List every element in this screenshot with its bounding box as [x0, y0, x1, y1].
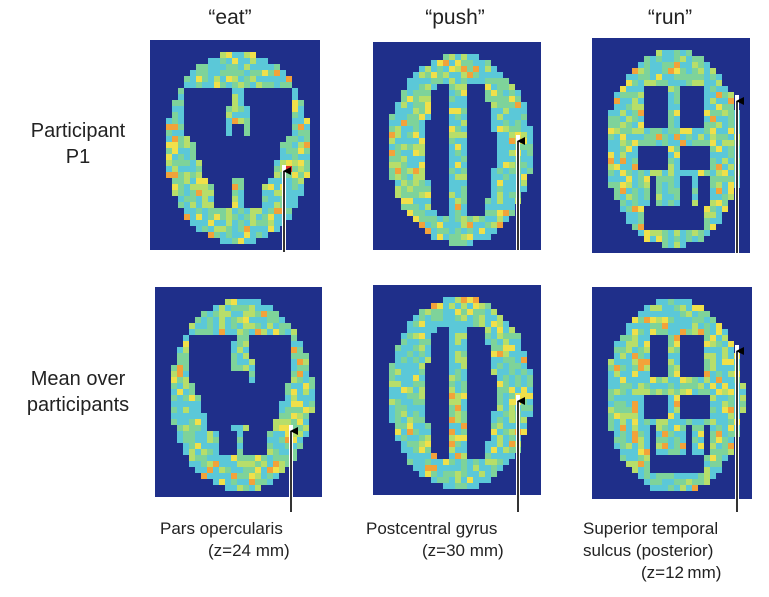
- row-label-participant-line1: Participant: [30, 120, 126, 142]
- brain-slice-eat-participant: [150, 40, 320, 250]
- caption-postcentral-gyrus-line2: (z=30 mm): [422, 541, 504, 560]
- brain-slice-run-mean: [592, 287, 752, 499]
- brain-slice-image: [171, 299, 315, 491]
- column-header-eat: “eat”: [208, 6, 252, 29]
- row-label-participant-line2: P1: [65, 146, 91, 168]
- brain-slice-push-participant: [373, 42, 541, 250]
- caption-superior-temporal-sulcus: Superior temporal sulcus (posterior) (z=…: [583, 518, 721, 584]
- brain-slice-push-mean: [373, 285, 541, 495]
- brain-slice-eat-mean: [155, 287, 322, 497]
- caption-postcentral-gyrus-line1: Postcentral gyrus: [366, 519, 498, 538]
- caption-superior-temporal-sulcus-line3: (z=12 mm): [641, 563, 722, 582]
- caption-pars-opercularis-line2: (z=24 mm): [208, 541, 290, 560]
- caption-superior-temporal-sulcus-line2: sulcus (posterior): [583, 541, 714, 560]
- brain-slice-image: [389, 54, 533, 246]
- caption-superior-temporal-sulcus-line1: Superior temporal: [583, 519, 719, 538]
- brain-slice-run-participant: [592, 38, 750, 253]
- row-label-mean: Mean over participants: [8, 366, 148, 418]
- column-header-run: “run”: [647, 6, 693, 29]
- row-label-mean-line2: participants: [26, 394, 130, 416]
- caption-pars-opercularis-line1: Pars opercularis: [160, 519, 283, 538]
- brain-slice-image: [166, 52, 310, 244]
- caption-postcentral-gyrus: Postcentral gyrus (z=30 mm): [366, 518, 504, 562]
- row-label-participant: Participant P1: [8, 118, 148, 170]
- caption-pars-opercularis: Pars opercularis (z=24 mm): [160, 518, 290, 562]
- row-label-mean-line1: Mean over: [30, 368, 126, 390]
- column-header-push: “push”: [425, 6, 485, 29]
